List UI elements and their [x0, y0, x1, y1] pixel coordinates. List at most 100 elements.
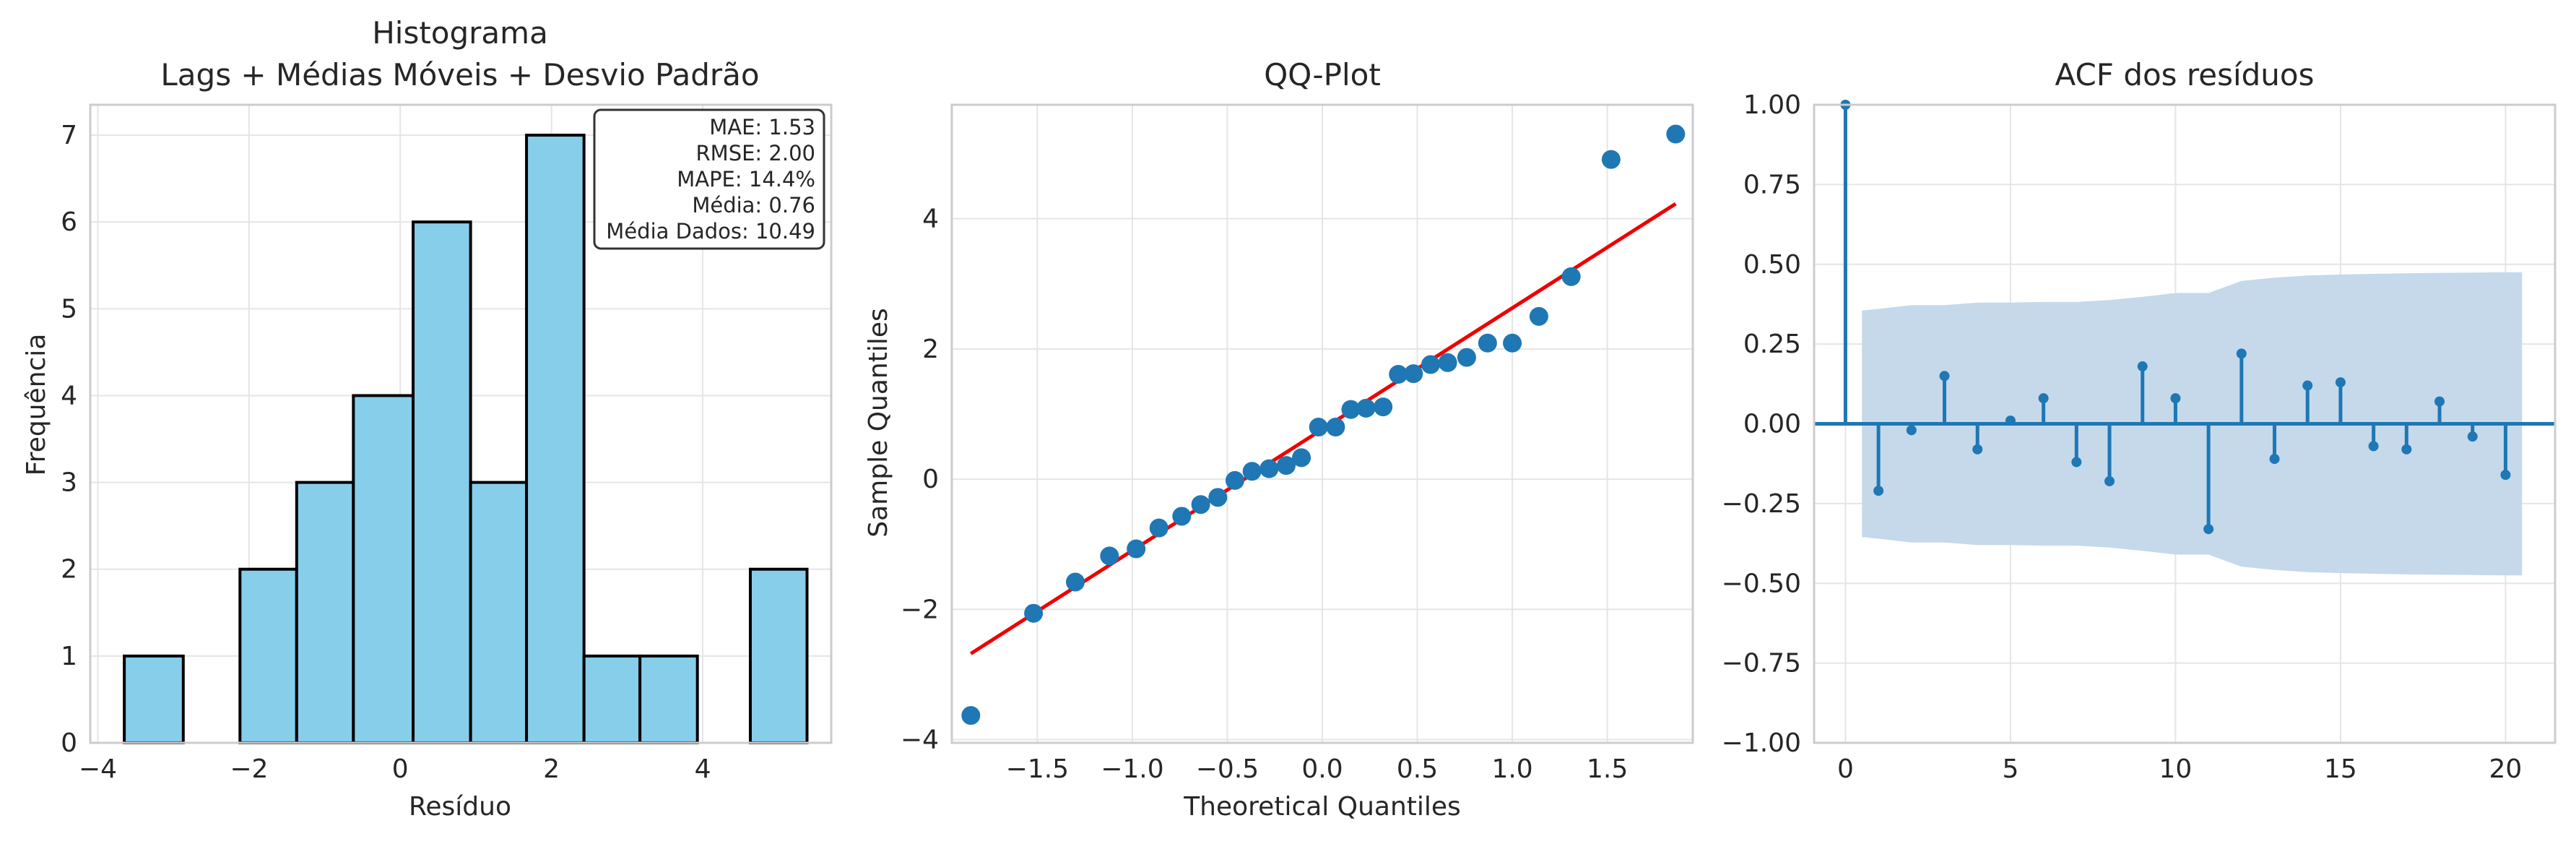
qq-plot-xlabel: Theoretical Quantiles: [1183, 792, 1461, 822]
histogram-bar: [123, 654, 185, 745]
histogram-ytick-label: 6: [61, 207, 77, 237]
histogram-stats-box: MAE: 1.53 RMSE: 2.00 MAPE: 14.4% Média: …: [593, 108, 825, 250]
acf-stem-marker: [2401, 444, 2412, 455]
acf-stem-marker: [2434, 396, 2445, 407]
qq-plot-xtick-label: 1.5: [1587, 754, 1628, 784]
qq-plot-point: [1421, 355, 1440, 374]
qq-plot-point: [1100, 546, 1119, 566]
qq-plot-point: [1374, 397, 1393, 417]
acf-xtick-label: 20: [2489, 754, 2523, 784]
acf-stem-marker: [2203, 524, 2214, 535]
qq-plot-point: [1127, 539, 1146, 559]
acf-stem-marker: [1939, 371, 1950, 382]
histogram-ytick-label: 7: [61, 121, 77, 150]
qq-plot-point: [1356, 398, 1376, 418]
acf-stem-marker: [2071, 457, 2082, 468]
acf-xtick-label: 0: [1837, 754, 1854, 784]
histogram-xlabel: Resíduo: [409, 792, 511, 822]
stats-media-dados: Média Dados: 10.49: [606, 219, 815, 244]
acf-ytick-label: −0.75: [1722, 649, 1801, 679]
qq-plot-xtick-label: 0.5: [1397, 754, 1438, 784]
acf-stem-marker: [2500, 470, 2511, 481]
qq-plot-xtick-label: 1.0: [1491, 754, 1532, 784]
qq-plot-point: [1277, 456, 1296, 475]
qq-plot-title: QQ-Plot: [1264, 57, 1381, 92]
histogram-title-line2: Lags + Médias Móveis + Desvio Padrão: [160, 57, 759, 92]
acf-ticks: 0 5 10 15 20 −1.00 −0.75 −0.50 −0.25 0.00 0.25 0.50…: [1722, 90, 2523, 784]
histogram-ytick-label: 0: [61, 728, 77, 758]
histogram-bars: [123, 134, 809, 745]
histogram-xtick-label: −2: [230, 754, 268, 784]
qq-plot-ylabel: Sample Quantiles: [864, 308, 893, 537]
qq-plot-frame: [950, 103, 1694, 744]
histogram-bar: [238, 567, 298, 745]
qq-plot-ytick-label: −2: [901, 595, 939, 624]
histogram-ylabel: Frequência: [22, 334, 51, 476]
histogram-bar: [582, 654, 642, 745]
acf-ytick-label: −0.25: [1722, 489, 1801, 519]
acf-stem-marker: [2368, 441, 2379, 452]
acf-stem-marker: [2236, 348, 2247, 359]
acf-ytick-label: −0.50: [1722, 569, 1801, 598]
histogram-panel: Histograma Lags + Médias Móveis + Desvio…: [22, 15, 833, 822]
stats-box-frame: [593, 108, 825, 250]
stats-media: Média: 0.76: [692, 193, 815, 218]
qq-plot-point: [1341, 400, 1361, 419]
histogram-xtick-label: 4: [695, 754, 711, 784]
histogram-bar: [469, 481, 529, 745]
histogram-bar: [412, 220, 472, 745]
qq-plot-xtick-label: 0.0: [1301, 754, 1343, 784]
acf-stem-marker: [1873, 486, 1884, 496]
qq-plot-grid: [952, 105, 1693, 743]
qq-plot-point: [1242, 462, 1262, 481]
histogram-title-line1: Histograma: [372, 15, 548, 51]
acf-stem-marker: [2137, 361, 2148, 372]
histogram-ytick-label: 4: [61, 381, 77, 410]
qq-plot-point: [1529, 306, 1548, 326]
qq-plot-point: [1666, 124, 1686, 144]
qq-plot-xtick-label: −0.5: [1196, 754, 1259, 784]
qq-plot-point: [1601, 150, 1621, 169]
acf-stems: [1814, 100, 2555, 535]
qq-plot-point: [1066, 572, 1085, 592]
histogram-ytick-label: 3: [61, 468, 77, 498]
qq-plot-point: [1561, 267, 1581, 286]
acf-stem-marker: [2005, 415, 2016, 426]
acf-xtick-label: 5: [2002, 754, 2018, 784]
histogram-ytick-label: 5: [61, 294, 77, 324]
qq-plot-point: [1259, 459, 1279, 478]
qq-plot-point: [1191, 495, 1210, 514]
acf-stem-marker: [2302, 380, 2313, 391]
qq-plot-xtick-label: −1.5: [1006, 754, 1069, 784]
qq-plot-point: [1149, 518, 1168, 538]
qq-plot-point: [1225, 470, 1244, 490]
qq-plot-point: [1208, 488, 1228, 507]
acf-xtick-label: 15: [2324, 754, 2357, 784]
qq-plot-xtick-label: −1.0: [1101, 754, 1163, 784]
acf-stem-marker: [2038, 393, 2049, 404]
acf-ytick-label: 0.50: [1743, 250, 1801, 280]
qq-plot-ytick-label: 4: [922, 204, 939, 234]
acf-ytick-label: 0.75: [1743, 170, 1801, 199]
histogram-frame: [89, 103, 833, 744]
acf-panel: ACF dos resíduos 0 5 10 15 20 −1.00 −0.75 −0.50…: [1722, 57, 2557, 784]
acf-ytick-label: 0.25: [1743, 330, 1801, 359]
acf-stem-marker: [2104, 475, 2115, 486]
acf-ytick-label: 1.00: [1743, 90, 1801, 120]
qq-plot-point: [1292, 448, 1311, 468]
acf-xtick-label: 10: [2159, 754, 2193, 784]
qq-plot-ytick-label: −4: [901, 725, 939, 754]
histogram-bar: [638, 654, 699, 745]
acf-ytick-label: −1.00: [1722, 728, 1801, 758]
qq-plot-points: [961, 124, 1686, 725]
acf-stem-marker: [2335, 377, 2346, 388]
qq-plot-ticks: −1.5 −1.0 −0.5 0.0 0.5 1.0 1.5 −4 −2 0 2 4: [901, 204, 1628, 784]
qq-plot-point: [1404, 364, 1423, 384]
histogram-bar: [748, 567, 809, 745]
qq-plot-ytick-label: 2: [922, 335, 939, 364]
acf-stem-marker: [2269, 454, 2280, 465]
qq-plot-point: [1389, 365, 1408, 384]
histogram-xtick-label: 0: [392, 754, 409, 784]
histogram-bar: [525, 134, 586, 745]
